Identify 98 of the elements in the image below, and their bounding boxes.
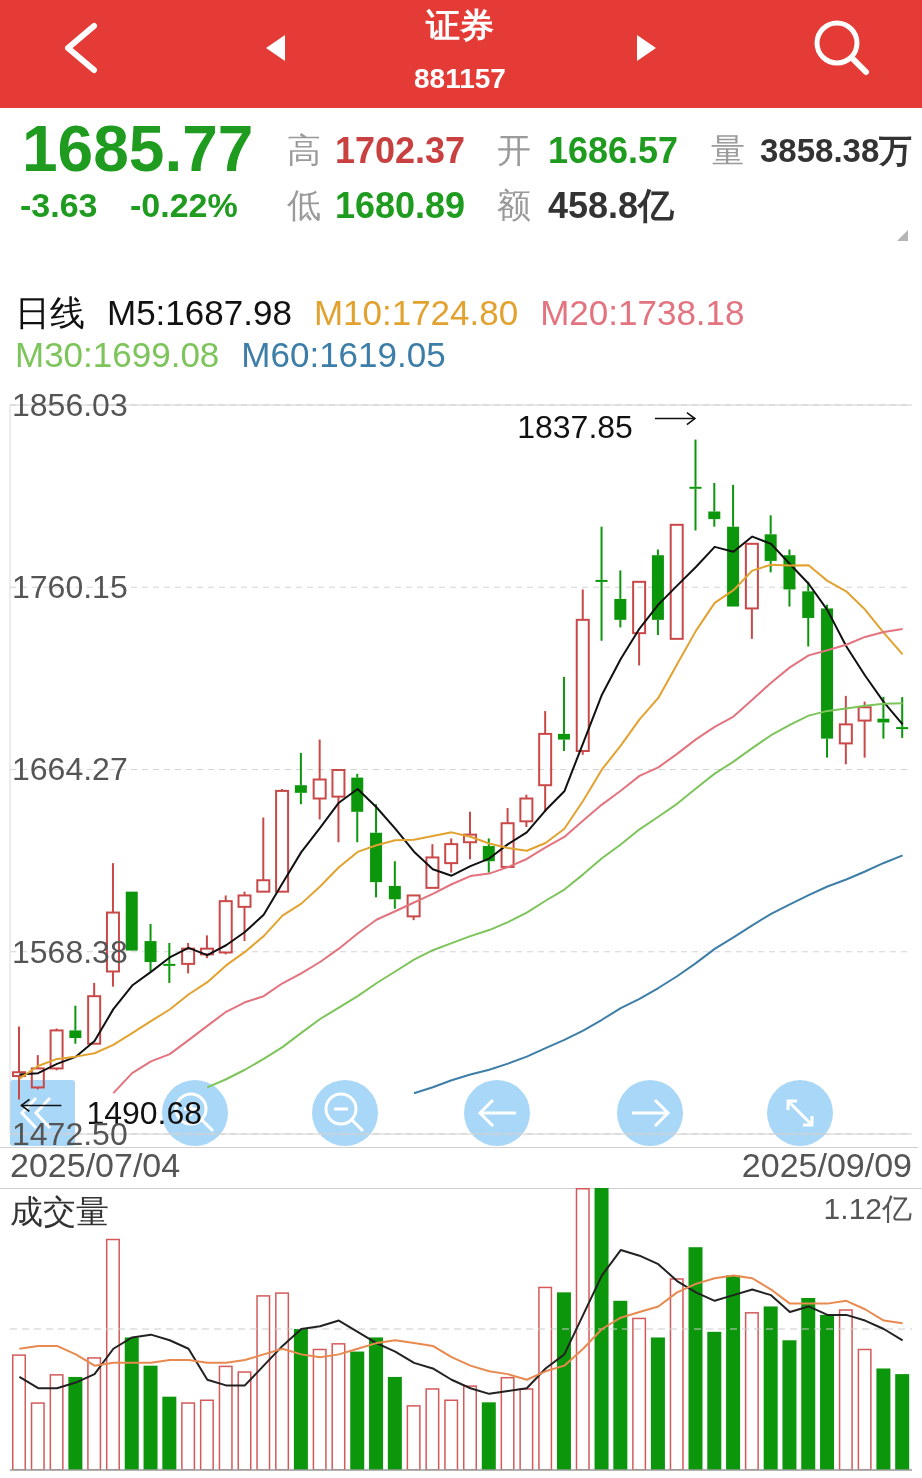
bar	[237, 1371, 252, 1470]
annotation: 1.12亿	[823, 1191, 912, 1227]
text: 1680.89	[335, 184, 466, 226]
bar	[876, 1368, 891, 1470]
y-tick-label: 1856.03	[12, 387, 128, 423]
bar	[275, 1292, 290, 1470]
bar	[406, 1405, 421, 1470]
bar	[650, 1337, 665, 1470]
bar	[218, 1365, 233, 1470]
candlestick	[294, 751, 307, 806]
text: 2025/09/09	[741, 1145, 912, 1185]
y-tick-label: 1760.15	[12, 569, 128, 606]
bar	[669, 1278, 684, 1470]
text: 量	[711, 131, 745, 169]
bar	[801, 1297, 816, 1470]
text: 低	[287, 186, 321, 224]
candlestick	[614, 569, 627, 629]
bar	[143, 1365, 158, 1470]
candlestick	[388, 860, 401, 910]
candlestick	[557, 675, 570, 752]
bar	[199, 1399, 214, 1470]
text: 1702.37	[335, 129, 466, 171]
bar	[387, 1376, 402, 1470]
candlestick	[708, 481, 721, 528]
bar	[124, 1337, 139, 1470]
bar	[481, 1402, 496, 1470]
candlestick	[463, 810, 477, 861]
candlestick	[351, 772, 364, 844]
bar	[350, 1351, 365, 1470]
bar	[500, 1376, 515, 1470]
candlestick	[312, 738, 327, 821]
candlestick	[163, 941, 176, 984]
candlestick	[651, 548, 664, 637]
bar	[312, 1348, 327, 1470]
y-tick-label: 1664.27	[12, 751, 128, 788]
bar	[87, 1357, 102, 1470]
line-series	[413, 854, 904, 1095]
bar	[782, 1340, 797, 1470]
candlestick	[12, 1025, 26, 1101]
bar	[594, 1188, 609, 1470]
candlestick	[538, 710, 553, 813]
bar	[68, 1376, 83, 1470]
line-series	[206, 702, 904, 1089]
bar	[444, 1399, 459, 1470]
bar	[538, 1286, 553, 1470]
bar	[556, 1292, 571, 1470]
bar	[519, 1388, 534, 1470]
bar	[256, 1295, 271, 1470]
bar	[575, 1188, 590, 1470]
bar	[12, 1354, 26, 1470]
text: M60:1619.05	[241, 334, 446, 376]
bar	[688, 1247, 703, 1470]
bar	[613, 1300, 628, 1470]
text: -3.63	[20, 186, 98, 224]
bar	[895, 1374, 910, 1470]
legend-title: 日线	[15, 292, 85, 334]
candlestick	[595, 525, 608, 642]
text: 881157	[414, 62, 506, 94]
text: M5:1687.98	[107, 292, 292, 334]
candlestick	[370, 803, 383, 899]
bar	[707, 1331, 722, 1470]
candlestick	[69, 1004, 82, 1045]
text: 458.8亿	[548, 184, 676, 226]
text: 额	[497, 186, 531, 224]
bar	[838, 1309, 853, 1470]
bar	[632, 1317, 647, 1470]
candlestick	[444, 837, 459, 874]
bar	[857, 1348, 872, 1470]
bar	[463, 1385, 477, 1470]
text: M10:1724.80	[313, 292, 519, 334]
bar	[30, 1402, 45, 1470]
bar	[425, 1388, 440, 1470]
text: M20:1738.18	[540, 292, 745, 334]
annotation: 1837.85	[517, 408, 633, 445]
bar	[726, 1275, 741, 1470]
text: 2025/07/04	[10, 1145, 181, 1185]
text: M30:1699.08	[15, 334, 220, 376]
text: 3858.38万	[760, 131, 913, 169]
bar	[105, 1238, 120, 1470]
candlestick	[838, 694, 853, 766]
bar	[820, 1314, 835, 1470]
text: 开	[497, 131, 531, 169]
bar	[162, 1396, 177, 1470]
text: 证券	[425, 6, 494, 44]
text: -0.22%	[130, 186, 238, 224]
bar	[331, 1343, 346, 1470]
chart-title: 成交量	[10, 1192, 109, 1232]
text: 高	[287, 131, 321, 169]
text: 1686.57	[548, 129, 679, 171]
candlestick	[896, 696, 909, 739]
bar	[744, 1312, 759, 1470]
bar	[181, 1402, 196, 1470]
bar	[49, 1374, 64, 1470]
bar	[763, 1306, 778, 1470]
bar	[369, 1337, 384, 1470]
text: 1685.77	[22, 113, 254, 185]
bar	[293, 1329, 308, 1470]
candlestick	[689, 438, 702, 532]
